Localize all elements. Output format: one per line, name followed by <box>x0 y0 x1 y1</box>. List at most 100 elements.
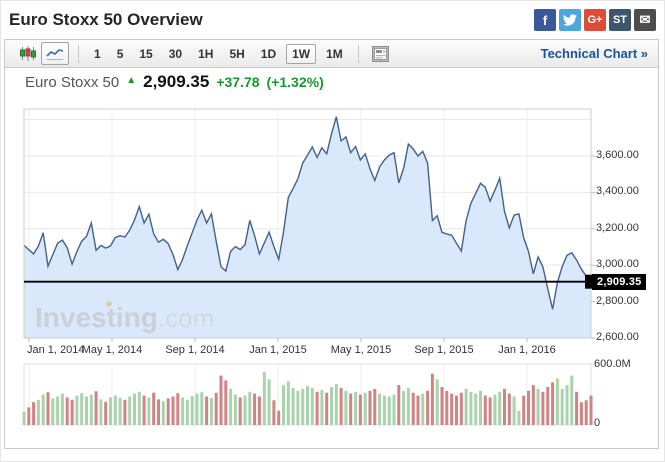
volume-bar <box>190 396 194 425</box>
volume-bar <box>426 390 430 425</box>
report-view-button[interactable] <box>368 43 394 64</box>
volume-bar <box>358 394 362 425</box>
volume-bar <box>243 395 247 425</box>
date-axis-label: Sep 1, 2014 <box>165 344 225 356</box>
volume-bar <box>36 399 40 425</box>
volume-bar <box>474 393 478 425</box>
instrument-name: Euro Stoxx 50 <box>25 74 120 91</box>
volume-bar <box>402 390 406 425</box>
social-icon-twitter[interactable] <box>559 9 581 31</box>
interval-button-1H[interactable]: 1H <box>198 46 214 61</box>
volume-bar <box>560 388 564 425</box>
interval-button-15[interactable]: 15 <box>139 46 153 61</box>
interval-button-1M[interactable]: 1M <box>326 46 343 61</box>
line-chart-button[interactable] <box>41 42 69 65</box>
volume-bar <box>257 396 261 425</box>
interval-button-30[interactable]: 30 <box>168 46 183 61</box>
technical-chart-link[interactable]: Technical Chart » <box>540 46 648 61</box>
volume-bar <box>291 387 295 425</box>
volume-bar <box>445 390 449 425</box>
social-icon-facebook[interactable]: f <box>534 9 556 31</box>
candlestick-chart-button[interactable] <box>15 43 41 64</box>
volume-bar <box>104 401 108 425</box>
price-axis-label: 2,800.00 <box>596 294 639 307</box>
price-axis-label: 3,400.00 <box>596 185 639 198</box>
volume-bar <box>219 375 223 425</box>
page-title: Euro Stoxx 50 Overview <box>9 10 203 29</box>
volume-bar <box>99 399 103 425</box>
price-change: +37.78 <box>216 74 260 90</box>
volume-bar <box>60 393 64 425</box>
plot-border <box>23 108 592 339</box>
volume-bar <box>296 390 300 425</box>
volume-bar <box>527 390 530 425</box>
volume-bar <box>200 392 204 425</box>
up-arrow-icon: ▲ <box>126 75 137 86</box>
volume-bar <box>248 391 252 426</box>
date-axis-label: May 1, 2014 <box>81 344 143 356</box>
interval-button-1W[interactable]: 1W <box>286 43 317 64</box>
volume-bar <box>378 393 382 425</box>
volume-bar <box>205 396 209 425</box>
volume-bar <box>479 390 482 425</box>
volume-bar <box>450 393 454 425</box>
social-share-bar: f G+ ST ✉ <box>534 9 656 31</box>
volume-bar <box>344 390 348 425</box>
volume-bar <box>181 397 185 425</box>
volume-bar <box>536 388 540 425</box>
date-axis-label: May 1, 2015 <box>330 344 392 356</box>
interval-button-1[interactable]: 1 <box>94 46 101 61</box>
volume-bar <box>507 393 511 425</box>
date-axis-label: Sep 1, 2015 <box>414 344 474 356</box>
volume-bar <box>51 398 55 425</box>
volume-bar <box>387 396 391 425</box>
price-volume-chart[interactable]: Investing.com <box>5 68 658 448</box>
interval-button-5H[interactable]: 5H <box>229 46 245 61</box>
volume-bar <box>229 388 233 425</box>
date-axis-label: Jan 1, 2014 <box>27 344 85 356</box>
volume-bar <box>411 392 415 425</box>
volume-bar <box>233 394 237 425</box>
volume-bar <box>113 395 117 425</box>
volume-bar <box>310 387 314 425</box>
volume-bar <box>286 381 290 425</box>
watermark: Investing.com <box>35 302 214 333</box>
volume-bar <box>267 379 271 425</box>
volume-bar <box>483 395 487 425</box>
date-axis-label: Jan 1, 2015 <box>249 344 307 356</box>
social-icon-googleplus[interactable]: G+ <box>584 9 606 31</box>
header: Euro Stoxx 50 Overview f G+ ST ✉ <box>1 1 664 39</box>
volume-bar <box>565 385 569 425</box>
interval-selector: 1 5 15 30 1H 5H 1D 1W 1M <box>88 43 349 64</box>
volume-bar <box>430 373 434 425</box>
interval-button-5[interactable]: 5 <box>116 46 124 61</box>
volume-bar <box>541 391 545 426</box>
volume-bar <box>238 397 242 425</box>
volume-bar <box>589 395 593 425</box>
volume-bar <box>349 393 353 425</box>
interval-button-1D[interactable]: 1D <box>260 46 277 61</box>
social-icon-stocktwits[interactable]: ST <box>609 9 631 31</box>
volume-bar <box>137 391 141 426</box>
volume-bar <box>128 396 132 425</box>
volume-bar <box>195 393 199 425</box>
social-icon-email[interactable]: ✉ <box>634 9 656 31</box>
price-axis-label: 3,000.00 <box>596 258 639 271</box>
volume-bar <box>339 387 343 425</box>
volume-bar <box>435 379 439 425</box>
volume-bar <box>320 389 324 425</box>
volume-bar <box>555 378 559 425</box>
volume-bar <box>171 396 175 425</box>
volume-bar <box>416 395 420 425</box>
volume-bar <box>85 396 88 425</box>
volume-bar <box>392 394 396 425</box>
twitter-bird-icon <box>563 14 577 26</box>
volume-bar <box>488 397 492 425</box>
volume-bar <box>89 394 93 425</box>
volume-bar <box>65 397 69 425</box>
price-line <box>23 116 592 310</box>
toolbar-divider <box>78 44 79 63</box>
volume-bar <box>469 391 473 426</box>
volume-bar <box>354 391 358 426</box>
